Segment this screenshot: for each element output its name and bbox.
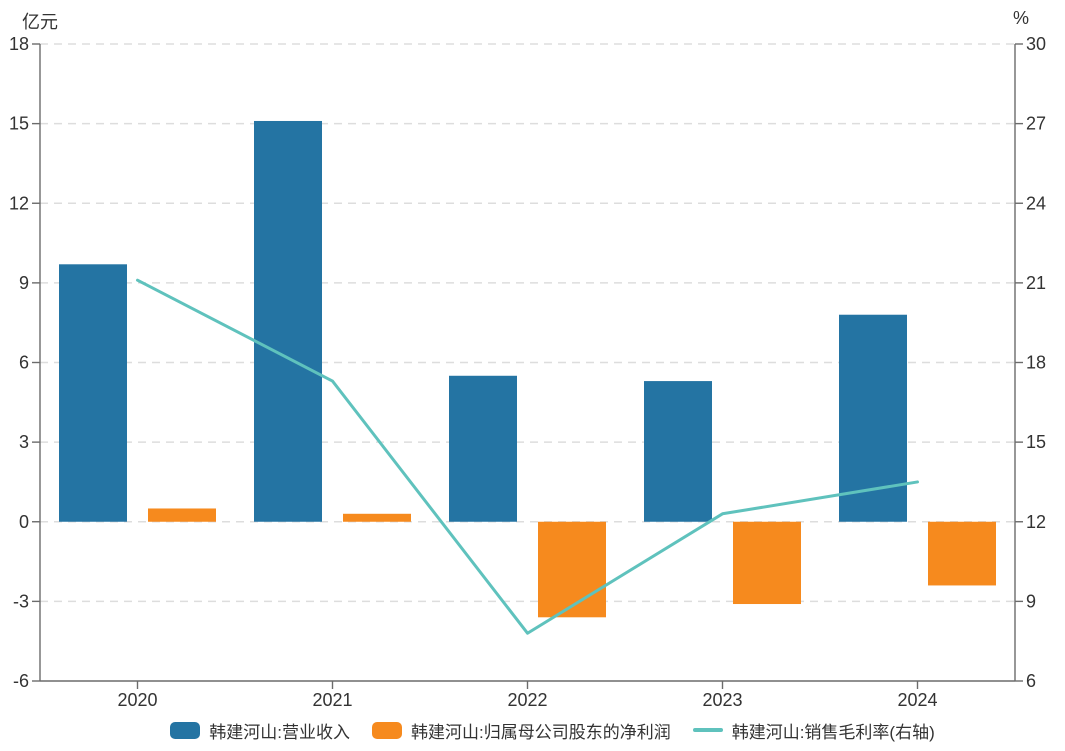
right-axis-tick-label: 27	[1026, 114, 1046, 134]
net-profit-bar	[343, 513, 411, 522]
gross-margin-line	[136, 278, 919, 635]
legend-item-net-profit[interactable]: 韩建河山:归属母公司股东的净利润	[371, 718, 671, 743]
net-profit-bar	[733, 521, 801, 605]
revenue-legend-swatch-icon	[170, 721, 201, 739]
legend-item-revenue[interactable]: 韩建河山:营业收入	[170, 718, 350, 743]
revenue-bar	[449, 375, 517, 522]
left-axis-tick-label: -3	[13, 591, 29, 611]
left-axis-tick-label: 12	[9, 193, 29, 213]
revenue-bar	[644, 381, 712, 522]
right-axis-tick-label: 15	[1026, 432, 1046, 452]
net-profit-legend-swatch-icon	[371, 721, 402, 739]
right-axis-tick-label: 21	[1026, 273, 1046, 293]
right-axis-unit-label: %	[1012, 8, 1029, 28]
left-axis-tick-label: -6	[13, 671, 29, 691]
left-axis-tick-label: 9	[19, 273, 29, 293]
legend-item-gross-margin[interactable]: 韩建河山:销售毛利率(右轴)	[692, 718, 935, 743]
left-axis-tick-label: 15	[9, 114, 29, 134]
x-axis-category-label: 2021	[312, 690, 352, 710]
revenue-legend-label: 韩建河山:营业收入	[209, 722, 350, 742]
legend: 韩建河山:营业收入 韩建河山:归属母公司股东的净利润 韩建河山:销售毛利率(右轴…	[40, 714, 1065, 746]
x-axis-category-label: 2024	[897, 690, 937, 710]
right-axis-tick-label: 9	[1026, 591, 1036, 611]
right-axis-tick-label: 24	[1026, 193, 1046, 213]
left-axis-tick-label: 6	[19, 353, 29, 373]
net-profit-legend-label: 韩建河山:归属母公司股东的净利润	[410, 722, 671, 742]
right-axis-tick-label: 30	[1026, 34, 1046, 54]
revenue-bar	[59, 264, 127, 522]
left-axis-tick-label: 3	[19, 432, 29, 452]
right-axis-tick-label: 12	[1026, 512, 1046, 532]
left-axis-tick-label: 18	[9, 34, 29, 54]
x-axis-category-label: 2022	[507, 690, 547, 710]
left-axis-tick-label: 0	[19, 512, 29, 532]
right-axis-tick-label: 6	[1026, 671, 1036, 691]
net-profit-bar	[928, 521, 996, 586]
right-axis-tick-label: 18	[1026, 353, 1046, 373]
net-profit-bar	[148, 508, 216, 522]
gross-margin-legend-line-icon	[692, 728, 723, 732]
revenue-bar	[254, 120, 322, 522]
x-axis-category-label: 2023	[702, 690, 742, 710]
x-axis-category-label: 2020	[117, 690, 157, 710]
left-axis-unit-label: 亿元	[22, 12, 58, 32]
revenue-bar	[839, 314, 907, 522]
gross-margin-legend-label: 韩建河山:销售毛利率(右轴)	[731, 722, 935, 742]
net-profit-bar	[538, 521, 606, 618]
